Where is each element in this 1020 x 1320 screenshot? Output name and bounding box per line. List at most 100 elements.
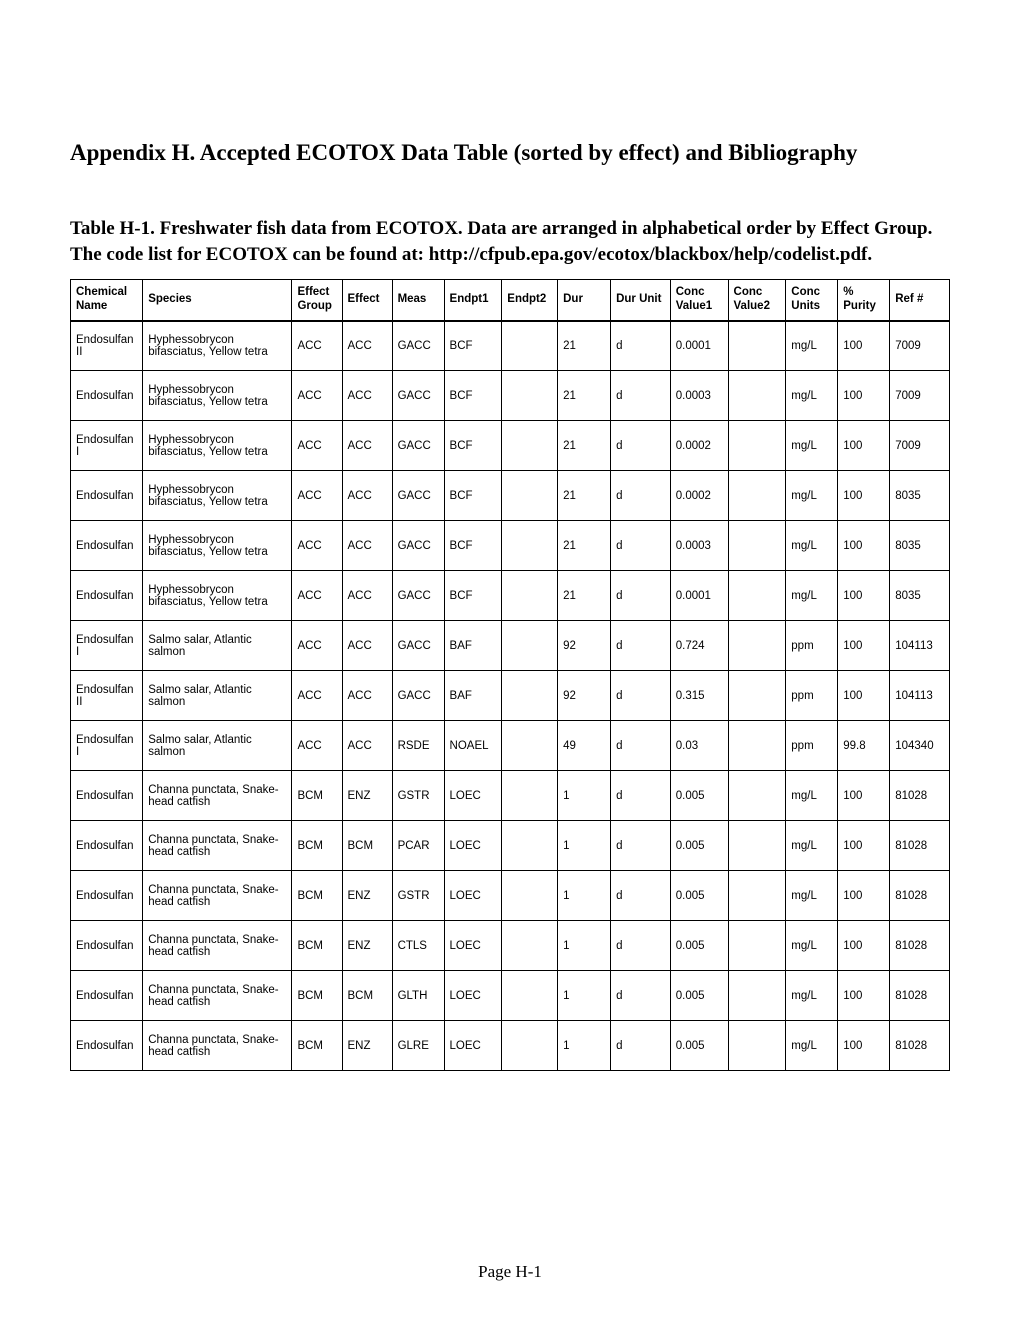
table-cell: ACC (292, 571, 342, 621)
table-cell: GACC (392, 671, 444, 721)
table-cell: Channa punctata, Snake-head catfish (143, 821, 292, 871)
table-cell: d (611, 571, 671, 621)
table-cell: Salmo salar, Atlantic salmon (143, 721, 292, 771)
table-cell: 21 (558, 571, 611, 621)
table-cell: GACC (392, 521, 444, 571)
table-cell: 21 (558, 471, 611, 521)
table-cell: 0.005 (670, 821, 728, 871)
appendix-title: Appendix H. Accepted ECOTOX Data Table (… (70, 140, 950, 166)
table-cell: Endosulfan (71, 871, 143, 921)
table-cell (502, 471, 558, 521)
table-cell: Endosulfan (71, 771, 143, 821)
table-row: EndosulfanHyphessobrycon bifasciatus, Ye… (71, 371, 950, 421)
table-cell: 0.724 (670, 621, 728, 671)
table-cell: Channa punctata, Snake-head catfish (143, 921, 292, 971)
table-row: EndosulfanChanna punctata, Snake-head ca… (71, 1021, 950, 1071)
table-cell: GACC (392, 371, 444, 421)
table-cell: 7009 (890, 371, 950, 421)
table-cell (728, 321, 786, 371)
table-cell: ACC (342, 671, 392, 721)
table-cell: 0.0003 (670, 371, 728, 421)
table-cell: ACC (342, 371, 392, 421)
table-cell (502, 371, 558, 421)
table-cell: GLTH (392, 971, 444, 1021)
table-cell: mg/L (786, 871, 838, 921)
table-cell: d (611, 871, 671, 921)
col-conc-units: Conc Units (786, 280, 838, 321)
table-cell: GACC (392, 421, 444, 471)
table-cell (728, 521, 786, 571)
table-cell: BCM (292, 971, 342, 1021)
table-cell: Salmo salar, Atlantic salmon (143, 671, 292, 721)
table-cell: 92 (558, 671, 611, 721)
table-cell: mg/L (786, 521, 838, 571)
table-cell: 0.005 (670, 771, 728, 821)
table-cell (502, 721, 558, 771)
table-cell: 21 (558, 521, 611, 571)
table-row: EndosulfanChanna punctata, Snake-head ca… (71, 771, 950, 821)
table-row: Endosulfan ISalmo salar, Atlantic salmon… (71, 621, 950, 671)
table-cell (728, 471, 786, 521)
table-cell: d (611, 421, 671, 471)
table-cell: Endosulfan II (71, 671, 143, 721)
document-page: Appendix H. Accepted ECOTOX Data Table (… (0, 0, 1020, 1320)
table-cell: Endosulfan (71, 921, 143, 971)
table-cell (502, 771, 558, 821)
table-cell: GLRE (392, 1021, 444, 1071)
table-cell (728, 921, 786, 971)
table-cell: Channa punctata, Snake-head catfish (143, 971, 292, 1021)
table-cell: Endosulfan (71, 521, 143, 571)
table-cell: 0.0002 (670, 421, 728, 471)
table-cell: ppm (786, 721, 838, 771)
table-cell: d (611, 721, 671, 771)
table-cell: 81028 (890, 821, 950, 871)
table-cell: d (611, 521, 671, 571)
table-cell: BCF (444, 371, 502, 421)
col-species: Species (143, 280, 292, 321)
table-cell: mg/L (786, 821, 838, 871)
table-cell: mg/L (786, 971, 838, 1021)
table-cell: BCM (292, 1021, 342, 1071)
table-cell: 0.0001 (670, 571, 728, 621)
table-cell: 100 (838, 621, 890, 671)
table-row: EndosulfanChanna punctata, Snake-head ca… (71, 821, 950, 871)
col-chemical-name: Chemical Name (71, 280, 143, 321)
col-dur: Dur (558, 280, 611, 321)
table-cell: Endosulfan (71, 821, 143, 871)
table-cell: 21 (558, 421, 611, 471)
table-cell: ACC (292, 471, 342, 521)
table-cell: ACC (292, 321, 342, 371)
table-cell: mg/L (786, 921, 838, 971)
table-row: Endosulfan ISalmo salar, Atlantic salmon… (71, 721, 950, 771)
table-cell: ENZ (342, 1021, 392, 1071)
table-cell: LOEC (444, 1021, 502, 1071)
table-cell: Endosulfan (71, 1021, 143, 1071)
table-cell: 100 (838, 1021, 890, 1071)
col-meas: Meas (392, 280, 444, 321)
table-cell: BAF (444, 671, 502, 721)
table-cell: BCM (342, 821, 392, 871)
table-cell: mg/L (786, 471, 838, 521)
table-cell: NOAEL (444, 721, 502, 771)
table-cell: GSTR (392, 771, 444, 821)
table-cell (728, 1021, 786, 1071)
table-cell: RSDE (392, 721, 444, 771)
table-cell: 100 (838, 421, 890, 471)
table-cell: Hyphessobrycon bifasciatus, Yellow tetra (143, 371, 292, 421)
table-row: EndosulfanHyphessobrycon bifasciatus, Ye… (71, 571, 950, 621)
table-cell: 81028 (890, 921, 950, 971)
table-cell: ACC (342, 421, 392, 471)
table-row: EndosulfanChanna punctata, Snake-head ca… (71, 971, 950, 1021)
page-number: Page H-1 (0, 1262, 1020, 1282)
table-cell: Endosulfan (71, 571, 143, 621)
table-cell: 100 (838, 671, 890, 721)
table-cell (728, 621, 786, 671)
table-cell (728, 571, 786, 621)
table-cell: Channa punctata, Snake-head catfish (143, 771, 292, 821)
table-cell: ACC (292, 621, 342, 671)
table-cell: Hyphessobrycon bifasciatus, Yellow tetra (143, 321, 292, 371)
table-cell: d (611, 621, 671, 671)
table-cell: 1 (558, 821, 611, 871)
table-cell: 81028 (890, 771, 950, 821)
col-conc-value2: Conc Value2 (728, 280, 786, 321)
